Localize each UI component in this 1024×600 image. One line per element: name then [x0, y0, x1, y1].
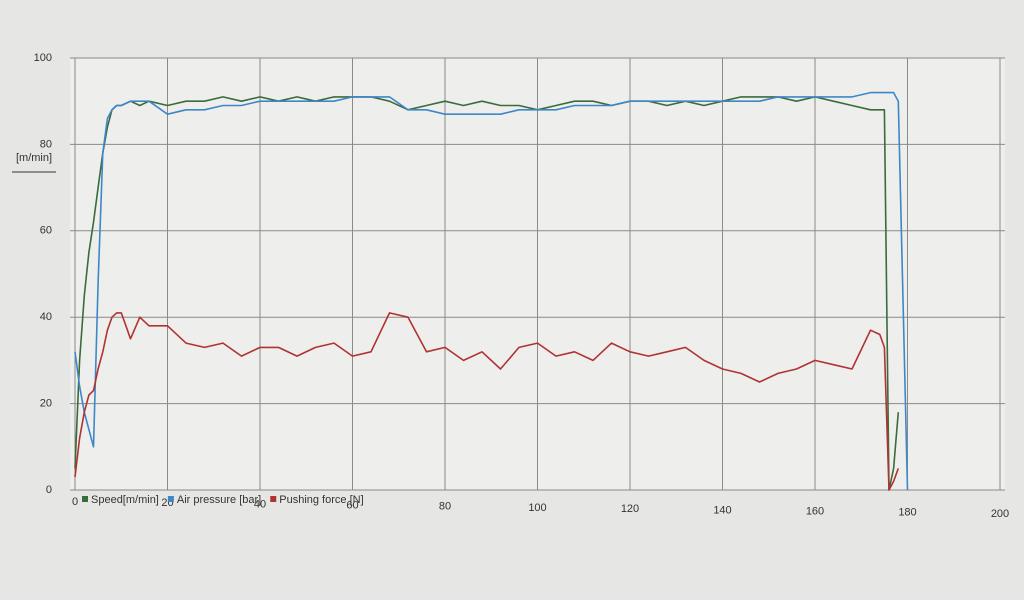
x-tick-label: 200	[991, 508, 1009, 520]
y-tick-label: 0	[46, 484, 52, 496]
x-tick-label: 80	[439, 501, 451, 513]
y-tick-label: 100	[34, 52, 52, 64]
legend-swatch	[82, 496, 88, 502]
legend-swatch	[270, 496, 277, 502]
legend-label: Speed[m/min]	[91, 494, 159, 506]
x-tick-label: 180	[898, 507, 916, 519]
legend-label: Air pressure [bar]	[177, 494, 261, 506]
x-tick-label: 100	[528, 502, 546, 514]
x-tick-label: 0	[72, 496, 78, 508]
y-axis-label: [m/min]	[16, 152, 52, 164]
y-tick-label: 80	[40, 138, 52, 150]
legend-swatch	[167, 496, 174, 502]
x-tick-label: 160	[806, 506, 824, 518]
x-tick-label: 60	[346, 500, 358, 512]
legend-label: Pushing force [N]	[279, 494, 363, 506]
y-tick-label: 20	[40, 398, 52, 410]
series-line	[74, 91, 909, 491]
x-tick-label: 140	[713, 504, 731, 516]
y-tick-label: 40	[40, 311, 52, 323]
series-line	[74, 312, 900, 491]
x-tick-label: 120	[621, 503, 639, 515]
x-tick-label: 40	[254, 498, 266, 510]
y-tick-label: 60	[40, 225, 52, 237]
